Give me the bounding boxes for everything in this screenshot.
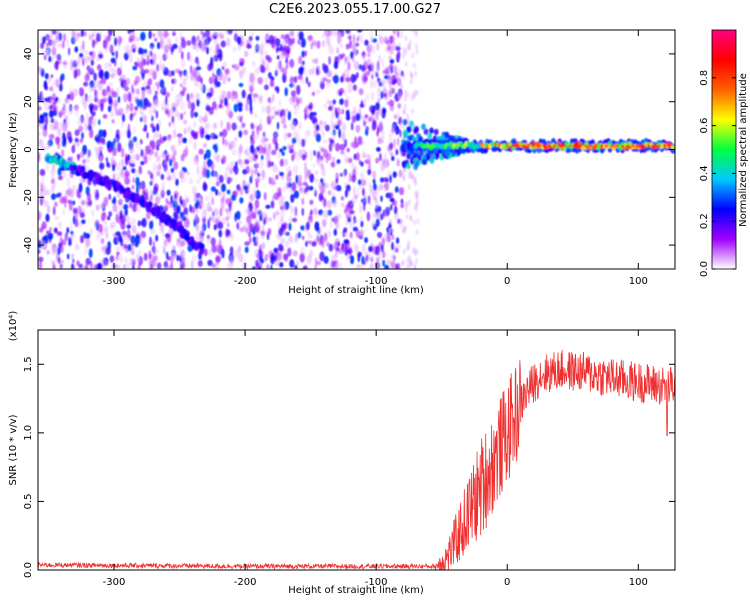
colorbar-label: Normalized spectral amplitude [738,73,749,227]
snr-ticks: -300 -200 -100 0 100 0.0 0.5 1.0 1.5 [23,330,675,588]
snr-panel: -300 -200 -100 0 100 0.0 0.5 1.0 1.5 Height of s… [8,311,676,596]
y-tick-label: 20 [23,95,34,108]
y-tick-label: -20 [23,189,34,205]
snr-multiplier: (x10⁴) [8,311,19,342]
colorbar: 0.0 0.2 0.4 0.6 0.8 Normalized spectral ampl… [699,29,749,277]
y-tick-label: -40 [23,237,34,253]
x-tick-label: 0 [504,276,510,287]
spectrogram-xlabel: Height of straight line (km) [288,285,424,296]
colorbar-tick-label: 0.0 [699,261,710,277]
x-tick-label: -200 [234,276,257,287]
spectrogram-ylabel: Frequency (Hz) [8,112,19,188]
x-tick-label: 0 [504,577,510,588]
colorbar-tick-label: 0.6 [699,118,710,134]
snr-frame [37,329,676,571]
snr-series-line [38,349,675,570]
colorbar-ticks: 0.0 0.2 0.4 0.6 0.8 [699,70,736,277]
y-tick-label: 0.0 [23,562,34,578]
colorbar-tick-label: 0.2 [699,213,710,229]
x-tick-label: 100 [629,577,648,588]
spectrogram-image [38,30,675,269]
snr-xlabel: Height of straight line (km) [288,585,424,596]
x-tick-label: 100 [629,276,648,287]
colorbar-gradient [711,29,737,270]
y-tick-label: 1.5 [23,356,34,372]
y-tick-label: 0 [23,146,34,152]
y-tick-label: 40 [23,48,34,61]
colorbar-tick-label: 0.8 [699,70,710,86]
x-tick-label: -300 [103,276,126,287]
x-tick-label: -100 [365,276,388,287]
y-tick-label: 1.0 [23,425,34,441]
colorbar-tick-label: 0.4 [699,165,710,181]
figure-title: C2E6.2023.055.17.00.G27 [269,2,441,17]
x-tick-label: -100 [365,577,388,588]
snr-ylabel: SNR (10 * v/v) [8,414,19,485]
x-tick-label: -300 [103,577,126,588]
x-tick-label: -200 [234,577,257,588]
y-tick-label: 0.5 [23,493,34,509]
